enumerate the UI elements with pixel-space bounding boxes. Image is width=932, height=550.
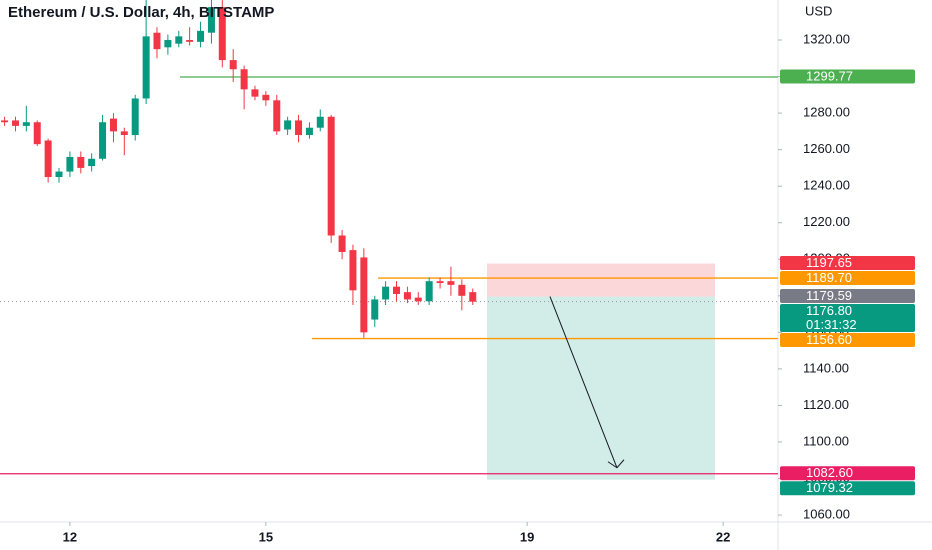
- stop-zone: [486, 263, 716, 297]
- price-label: 1156.60: [806, 332, 852, 347]
- candle-body: [88, 158, 96, 167]
- candle-body: [251, 89, 259, 97]
- candle-body: [44, 140, 52, 178]
- y-tick-label: 1240.00: [803, 178, 850, 193]
- candle-body: [142, 36, 150, 99]
- candle-body: [469, 292, 477, 302]
- y-tick-label: 1060.00: [803, 506, 850, 521]
- candle-body: [120, 131, 128, 136]
- countdown-label: 01:31:32: [806, 317, 857, 332]
- candle-body: [175, 36, 183, 44]
- candle-body: [316, 116, 324, 128]
- candle-body: [99, 122, 107, 159]
- candle-body: [425, 281, 433, 302]
- candle-body: [360, 257, 368, 333]
- target-zone: [486, 296, 716, 480]
- price-label-box: [780, 69, 915, 84]
- y-tick-label: 1220.00: [803, 214, 850, 229]
- candle-body: [327, 116, 335, 236]
- price-label-box: [780, 333, 915, 348]
- candle-body: [186, 40, 194, 42]
- currency-label: USD: [805, 3, 832, 18]
- candle-body: [305, 127, 313, 136]
- candle-body: [153, 32, 161, 50]
- candle-body: [371, 299, 379, 320]
- price-label-box: [780, 304, 915, 333]
- candle-body: [273, 100, 281, 132]
- price-label-box: [780, 271, 915, 286]
- y-tick-label: 1260.00: [803, 141, 850, 156]
- x-tick-label: 19: [520, 529, 534, 544]
- candle-body: [33, 122, 41, 145]
- price-label: 1197.65: [806, 255, 852, 270]
- price-label: 1189.70: [806, 270, 852, 285]
- candle-body: [197, 30, 205, 42]
- y-tick-label: 1120.00: [803, 397, 849, 412]
- y-tick-label: 1140.00: [803, 360, 849, 375]
- candle-body: [349, 250, 357, 291]
- candle-body: [11, 120, 19, 126]
- candle-body: [295, 120, 303, 136]
- candle-body: [262, 94, 270, 101]
- candle-body: [229, 60, 237, 70]
- candle-body: [403, 292, 411, 300]
- candle-body: [382, 286, 390, 300]
- x-tick-label: 22: [716, 529, 730, 544]
- price-label: 1299.77: [806, 68, 853, 83]
- candle-body: [109, 118, 117, 132]
- price-label-box: [780, 481, 915, 496]
- price-label: 1079.32: [806, 480, 853, 495]
- candle-body: [164, 40, 172, 48]
- candle-body: [207, 7, 215, 33]
- candle-body: [240, 69, 248, 90]
- price-label: 1082.60: [806, 465, 853, 480]
- price-label: 1176.80: [806, 303, 852, 318]
- arrow-head: [607, 459, 625, 469]
- price-label-box: [780, 289, 915, 304]
- candle-body: [458, 284, 466, 296]
- candle-body: [284, 120, 292, 130]
- candle-body: [66, 156, 74, 172]
- y-tick-label: 1280.00: [803, 105, 850, 120]
- x-tick-label: 12: [63, 529, 77, 544]
- arrow: [549, 296, 618, 468]
- y-tick-label: 1320.00: [803, 31, 850, 46]
- price-label-box: [780, 256, 915, 271]
- candle-body: [393, 286, 401, 294]
- price-label-box: [780, 466, 915, 481]
- candle-body: [436, 281, 444, 284]
- candle-body: [218, 7, 226, 61]
- x-tick-label: 15: [259, 529, 273, 544]
- candle-body: [22, 122, 30, 126]
- candle-body: [1, 120, 9, 123]
- candle-body: [414, 297, 422, 302]
- candle-body: [77, 156, 85, 168]
- candle-body: [338, 235, 346, 252]
- price-label: 1179.59: [806, 288, 852, 303]
- chart-title: Ethereum / U.S. Dollar, 4h, BITSTAMP: [8, 4, 274, 21]
- y-tick-label: 1100.00: [803, 433, 849, 448]
- candle-body: [55, 171, 63, 178]
- candle-body: [131, 98, 139, 136]
- candle-body: [447, 281, 455, 285]
